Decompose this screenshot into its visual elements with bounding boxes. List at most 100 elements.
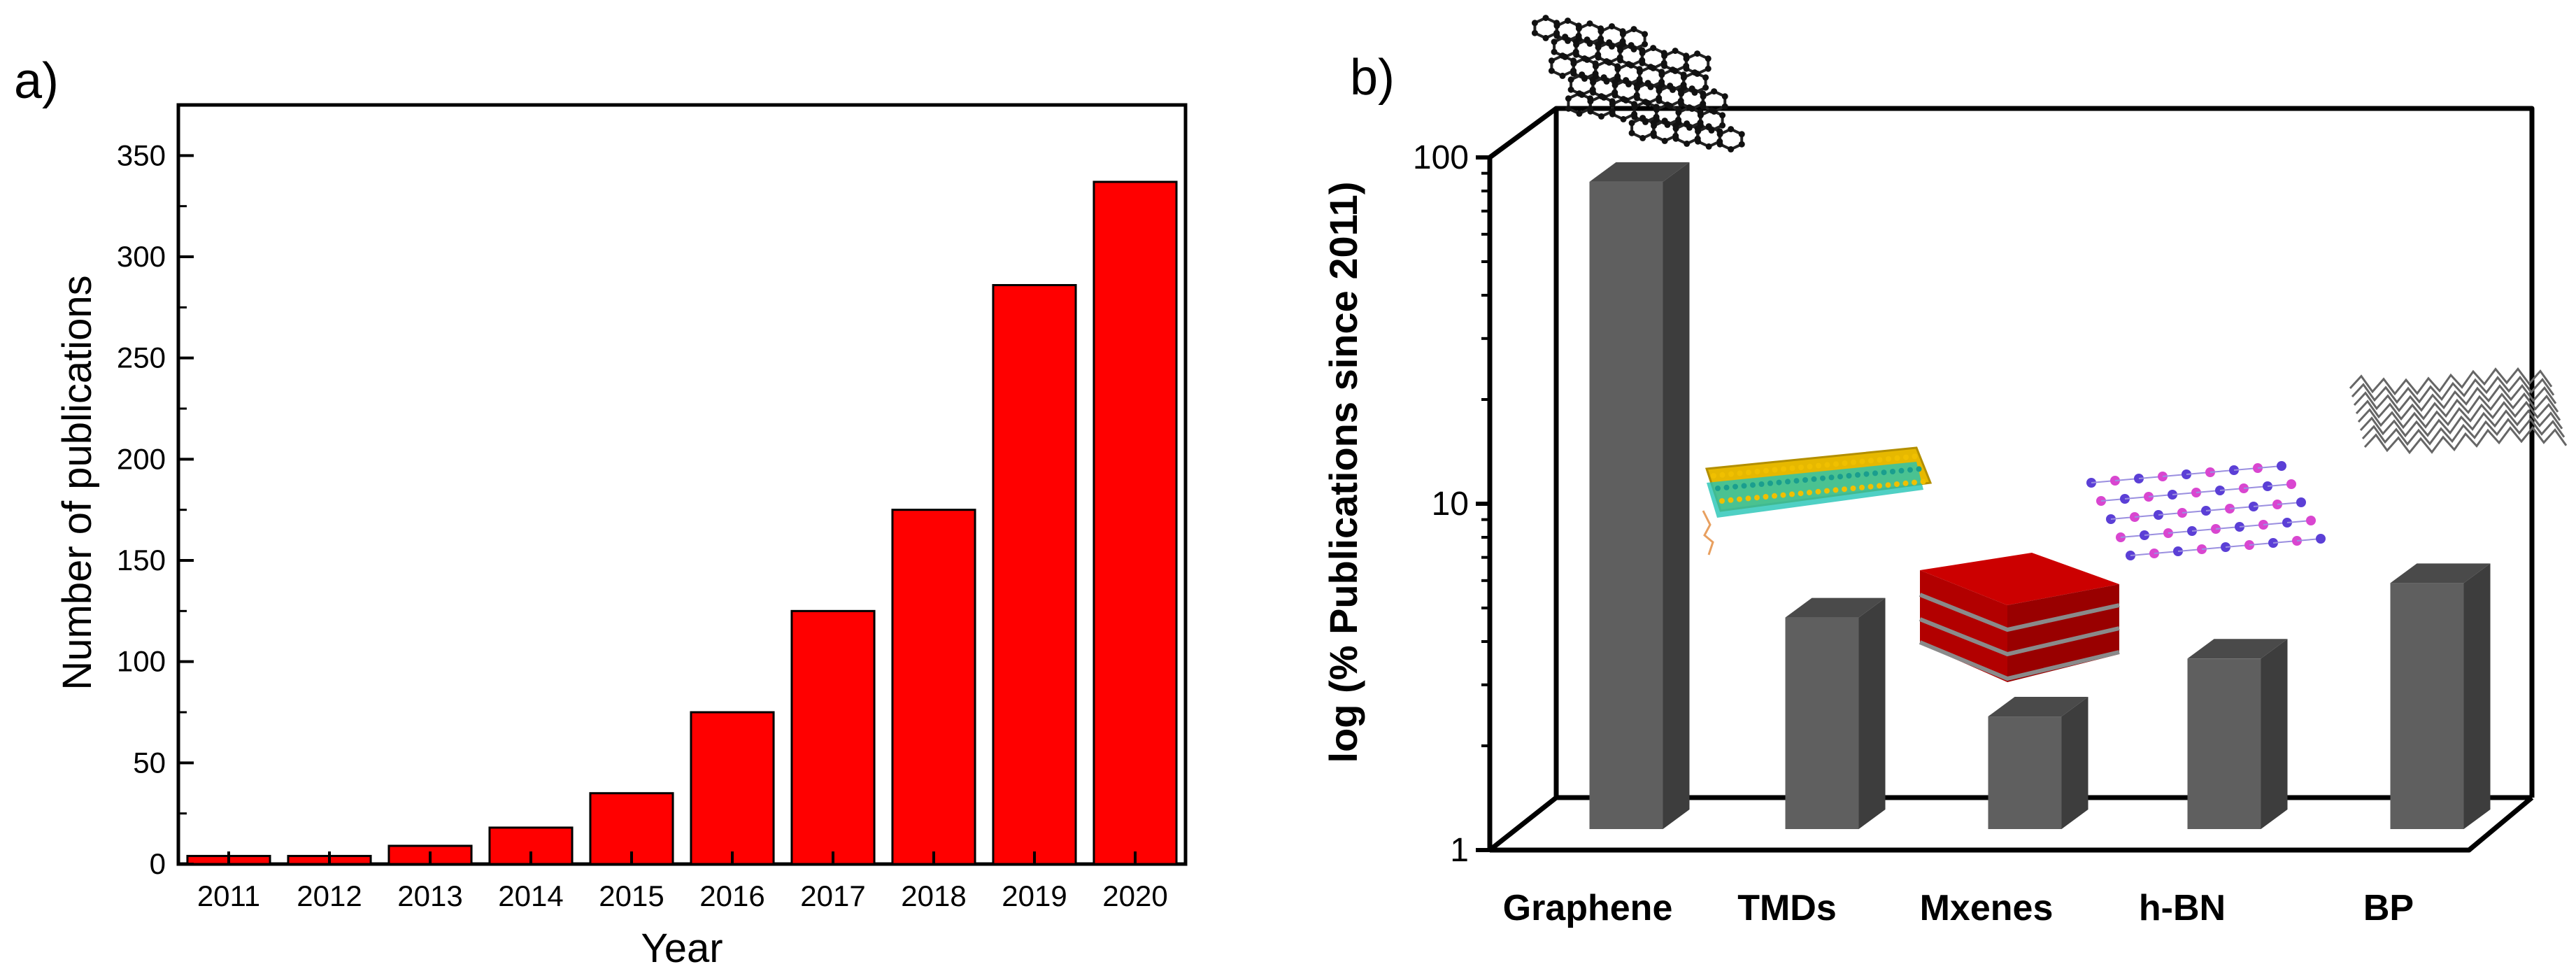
atom <box>1702 74 1709 81</box>
atom <box>1898 467 1905 474</box>
atom <box>1855 472 1860 478</box>
atom <box>1542 15 1549 22</box>
atom <box>2316 534 2326 544</box>
atom <box>1833 487 1839 493</box>
atom <box>1672 125 1679 132</box>
bar-front-face <box>1589 181 1663 830</box>
atom <box>1691 69 1698 76</box>
bar-Graphene <box>1589 162 1690 830</box>
atom <box>1833 461 1839 467</box>
atom <box>1548 57 1555 64</box>
y-tick-label: 200 <box>117 442 166 475</box>
atom <box>1721 93 1728 100</box>
atom <box>1619 31 1626 38</box>
atom <box>1798 465 1804 470</box>
atom <box>1723 484 1730 490</box>
atom <box>1824 488 1830 494</box>
atom <box>1859 484 1865 490</box>
tmds-layer-illustration <box>1702 446 1933 556</box>
atom <box>1656 97 1663 104</box>
atom <box>1611 82 1618 89</box>
bar-front-face <box>1785 617 1859 829</box>
atom <box>1719 122 1726 129</box>
atom <box>1820 475 1826 481</box>
panel-b: b) 1 10 100 Graphene TMDs Mxenes h-BN BP log (… <box>1321 15 2568 928</box>
mxenes-slab-illustration <box>1919 553 2120 682</box>
bar-side-face <box>1663 162 1690 830</box>
y-tick-label: 250 <box>117 341 166 374</box>
atom <box>1670 66 1676 73</box>
atom <box>1716 131 1723 138</box>
bond-chain <box>2363 425 2568 455</box>
atom <box>1695 128 1702 135</box>
atom <box>1531 29 1538 36</box>
bar-front-face <box>2187 658 2261 829</box>
atom <box>1603 58 1610 65</box>
panel-b-y-axis-label: log (% Publications since 2011) <box>1321 182 1365 763</box>
atom <box>1576 110 1583 117</box>
atom <box>1903 454 1909 460</box>
atom <box>1828 474 1835 481</box>
atom <box>1738 141 1745 148</box>
panel-a-label: a) <box>14 53 59 109</box>
atom <box>1559 52 1566 59</box>
atom <box>1798 490 1804 497</box>
b-y-tick-label: 100 <box>1413 139 1469 176</box>
atom <box>2286 479 2296 489</box>
bar-top-face <box>2187 639 2288 659</box>
atom <box>1639 59 1646 66</box>
b-y-tick-label: 1 <box>1450 832 1469 869</box>
atom <box>1565 17 1571 24</box>
atom <box>1576 90 1583 97</box>
atom <box>1628 120 1635 127</box>
atom <box>1651 122 1658 129</box>
bond-chain <box>2353 383 2557 413</box>
atom <box>1877 483 1882 489</box>
atom <box>1631 104 1638 111</box>
atom <box>1705 65 1712 72</box>
atom <box>1711 473 1716 479</box>
atom <box>1656 87 1663 94</box>
bar-Mxenes <box>1988 697 2088 829</box>
atom <box>1653 106 1660 113</box>
y-tick-label: 150 <box>117 544 166 577</box>
atom <box>1579 71 1586 78</box>
atom <box>1867 483 1874 490</box>
bar-2016 <box>690 711 775 865</box>
atom <box>1807 463 1813 469</box>
atom <box>1587 98 1594 105</box>
atom <box>1721 103 1728 110</box>
atom <box>1551 38 1558 45</box>
atom <box>1772 467 1778 473</box>
atom <box>1620 96 1627 103</box>
atom <box>1837 474 1843 480</box>
atom <box>1586 20 1593 27</box>
atom <box>1842 460 1848 466</box>
atom <box>1842 486 1847 493</box>
atom <box>1705 55 1712 62</box>
atom <box>1716 141 1723 148</box>
atom <box>1678 100 1685 107</box>
atom <box>1863 471 1870 477</box>
bar-BP <box>2390 563 2491 829</box>
atom <box>1789 465 1795 472</box>
atom <box>1567 86 1574 93</box>
graphene-lattice-illustration <box>1531 15 1745 153</box>
atom <box>1609 23 1615 30</box>
atom <box>1611 92 1618 99</box>
atom <box>1630 26 1637 33</box>
panel-a-plot-frame <box>176 103 1188 866</box>
bp-puckered-illustration <box>2349 367 2568 455</box>
atom <box>1642 99 1649 106</box>
atom <box>1565 95 1572 102</box>
atom <box>1590 89 1597 96</box>
atom <box>1639 50 1646 57</box>
atom <box>1824 462 1830 468</box>
atom <box>1758 481 1765 487</box>
atom <box>1531 20 1538 27</box>
atom <box>1570 60 1577 67</box>
b-x-tick-label: BP <box>2363 888 2414 928</box>
atom <box>1920 479 1926 485</box>
atom <box>1807 490 1812 495</box>
x-tick-label: 2011 <box>197 879 260 912</box>
